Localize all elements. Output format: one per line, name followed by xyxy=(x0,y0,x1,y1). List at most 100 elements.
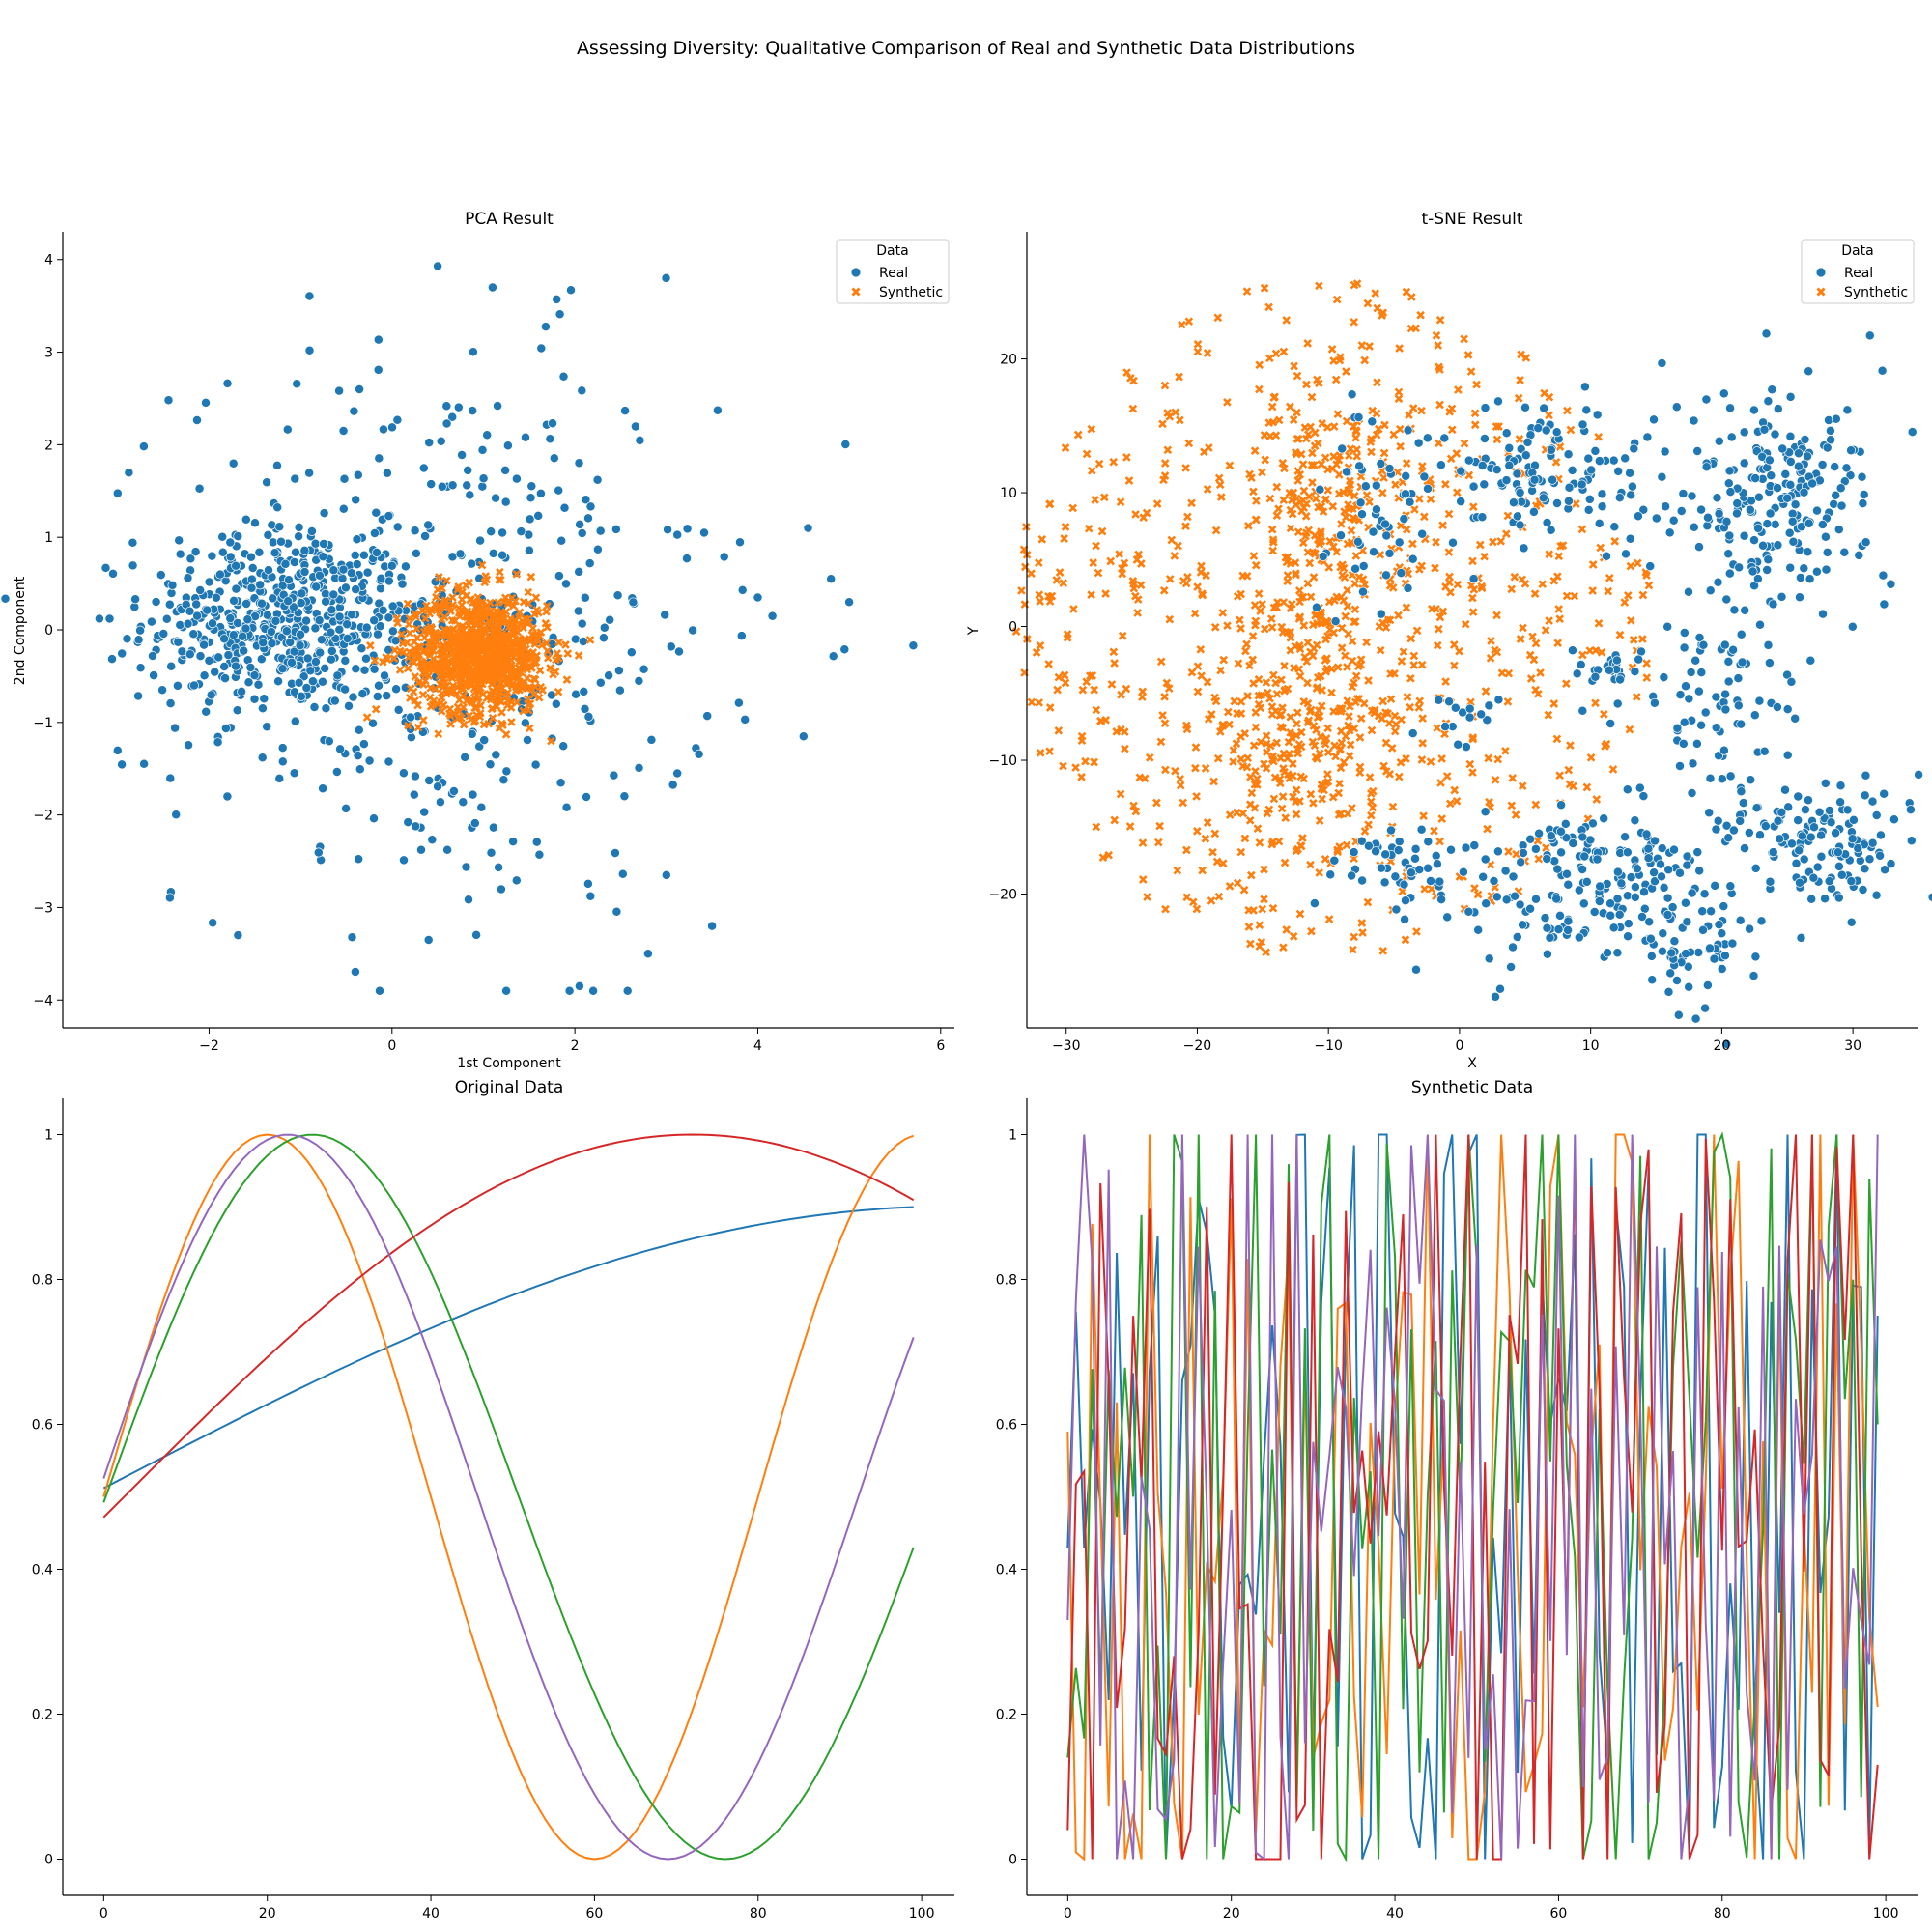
pca-synthetic-point xyxy=(499,660,509,669)
tsne-synthetic-point xyxy=(1394,772,1404,781)
pca-real-point xyxy=(264,565,273,576)
pca-synthetic-point xyxy=(466,595,474,605)
pca-synthetic-point xyxy=(517,646,526,656)
pca-real-point xyxy=(364,755,375,766)
pca-synthetic-point xyxy=(454,582,463,591)
tsne-real-point xyxy=(1782,750,1793,760)
tsne-real-point xyxy=(1679,642,1690,653)
pca-real-point xyxy=(156,570,166,581)
pca-ytick-label: 0 xyxy=(44,623,53,639)
pca-real-point xyxy=(547,690,556,700)
tsne-synthetic-point xyxy=(1384,719,1394,728)
tsne-synthetic-point xyxy=(1552,734,1562,744)
pca-real-point xyxy=(491,750,501,760)
tsne-real-point xyxy=(1515,488,1525,497)
tsne-real-point xyxy=(1548,474,1558,485)
pca-real-point xyxy=(477,444,488,455)
tsne-synthetic-point xyxy=(1435,837,1444,846)
tsne-synthetic-point xyxy=(1511,810,1520,819)
pca-synthetic-point xyxy=(432,592,440,602)
pca-real-point xyxy=(347,610,357,620)
tsne-synthetic-point xyxy=(1365,497,1374,507)
pca-real-point xyxy=(310,657,321,667)
tsne-real-point xyxy=(1914,769,1924,780)
tsne-synthetic-point xyxy=(1308,448,1317,458)
tsne-synthetic-point xyxy=(1290,664,1298,672)
tsne-real-point xyxy=(1794,845,1804,856)
tsne-real-point xyxy=(1700,707,1711,718)
pca-real-point xyxy=(455,549,466,559)
pca-real-point xyxy=(559,502,570,513)
pca-real-point xyxy=(246,552,256,562)
tsne-real-point xyxy=(1725,881,1736,892)
tsne-synthetic-point xyxy=(1120,558,1129,568)
pca-real-point xyxy=(580,592,590,603)
pca-synthetic-point xyxy=(494,661,503,670)
tsne-synthetic-point xyxy=(1234,659,1243,668)
tsne-synthetic-point xyxy=(1534,854,1544,864)
tsne-real-point xyxy=(1614,493,1625,503)
pca-real-point xyxy=(526,493,536,503)
pca-real-point xyxy=(352,559,362,570)
tsne-real-point xyxy=(1358,586,1368,597)
tsne-real-point xyxy=(1724,530,1735,541)
pca-synthetic-point xyxy=(502,679,511,689)
tsne-synthetic-point xyxy=(1366,789,1376,798)
pca-real-point xyxy=(376,573,386,583)
pca-synthetic-point xyxy=(403,599,412,609)
tsne-real-point xyxy=(1657,946,1667,956)
tsne-real-point xyxy=(1667,902,1678,913)
tsne-synthetic-point xyxy=(1346,701,1354,711)
tsne-synthetic-point xyxy=(1236,847,1246,857)
tsne-synthetic-point xyxy=(1087,590,1095,600)
tsne-legend-real-label: Real xyxy=(1844,266,1873,281)
pca-legend-synthetic-marker xyxy=(851,287,861,297)
pca-real-point xyxy=(491,493,501,503)
pca-real-point xyxy=(194,483,205,494)
pca-real-point xyxy=(173,637,184,647)
pca-synthetic-point xyxy=(437,706,446,716)
tsne-real-point xyxy=(1713,577,1723,587)
tsne-synthetic-point xyxy=(1390,668,1399,678)
tsne-synthetic-point xyxy=(1492,422,1501,431)
tsne-synthetic-point xyxy=(1339,757,1349,767)
tsne-real-point xyxy=(1678,738,1689,749)
tsne-real-point xyxy=(1703,512,1713,523)
tsne-real-point xyxy=(1545,932,1555,943)
tsne-synthetic-point xyxy=(1402,603,1411,612)
tsne-real-point xyxy=(1709,953,1719,964)
tsne-synthetic-point xyxy=(1586,753,1596,762)
tsne-synthetic-point xyxy=(1464,470,1474,480)
pca-real-point xyxy=(479,735,490,746)
pca-real-point xyxy=(289,646,299,657)
tsne-real-point xyxy=(1394,837,1405,847)
tsne-synthetic-point xyxy=(1555,614,1565,624)
pca-real-point xyxy=(380,670,389,681)
pca-real-point xyxy=(736,631,747,641)
tsne-synthetic-point xyxy=(1116,789,1125,799)
pca-real-point xyxy=(604,670,614,681)
tsne-synthetic-point xyxy=(1437,754,1446,763)
tsne-synthetic-point xyxy=(1342,367,1350,376)
pca-synthetic-point xyxy=(410,644,419,654)
pca-real-point xyxy=(574,980,584,991)
pca-real-point xyxy=(530,759,541,770)
pca-real-point xyxy=(371,548,382,557)
pca-real-point xyxy=(355,764,365,775)
tsne-synthetic-point xyxy=(1081,756,1090,766)
tsne-synthetic-point xyxy=(1319,507,1328,517)
tsne-panel: t-SNE Result −30 −20 −10 0 10 20 30−20−1001020… xyxy=(966,210,1932,1071)
tsne-synthetic-point xyxy=(1245,661,1254,670)
tsne-synthetic-point xyxy=(1160,381,1170,390)
tsne-synthetic-point xyxy=(1357,919,1367,927)
pca-synthetic-point xyxy=(501,729,511,739)
tsne-synthetic-point xyxy=(1454,385,1463,394)
tsne-real-point xyxy=(1735,915,1746,925)
tsne-synthetic-point xyxy=(1379,448,1389,458)
pca-real-point xyxy=(839,644,850,655)
pca-real-point xyxy=(350,967,360,977)
tsne-real-point xyxy=(1576,660,1586,669)
pca-synthetic-point xyxy=(420,660,429,669)
tsne-synthetic-point xyxy=(1252,774,1262,783)
pca-real-point xyxy=(166,661,177,671)
